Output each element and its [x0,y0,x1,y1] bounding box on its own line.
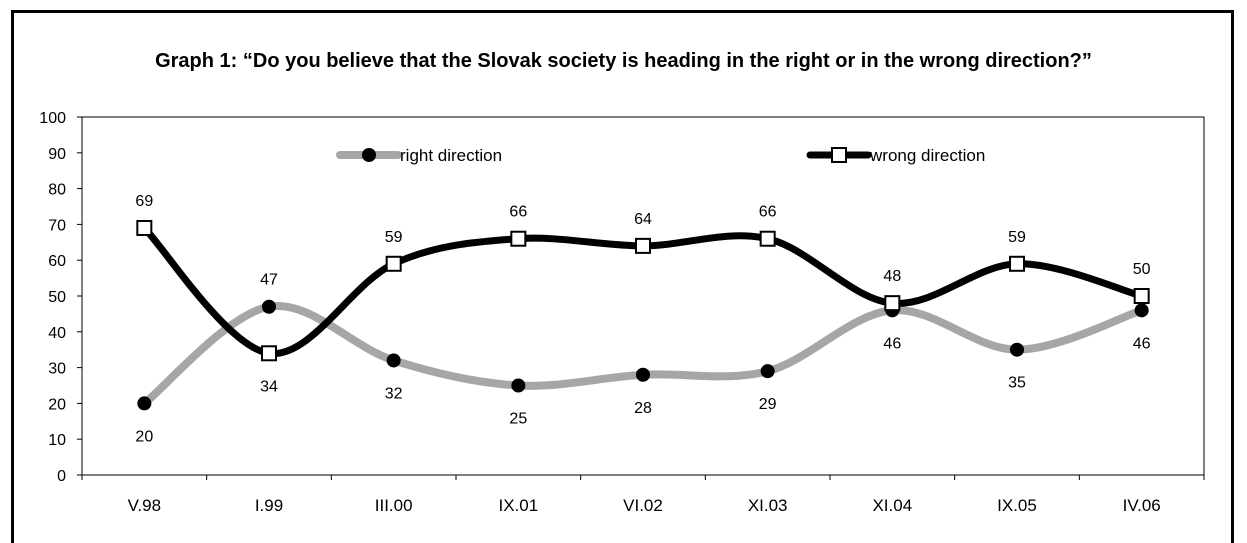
y-tick-label: 30 [48,361,66,378]
wrong-direction-marker [884,295,901,312]
axes: 0 10 20 30 40 50 60 70 80 90 100 V.98 I.99 III.00 IX.0… [39,110,1205,515]
x-tick-label: IX.01 [498,496,538,515]
right-direction-marker [262,299,276,314]
wrong-direction-marker [1009,255,1025,272]
x-tick-label: VI.02 [623,496,663,515]
y-tick-label: 50 [48,289,66,306]
wrong-direction-data-label: 59 [1008,229,1026,246]
right-direction-data-label: 32 [385,385,403,402]
x-tick-label: V.98 [128,496,161,515]
right-direction-marker [386,353,401,368]
right-direction-marker [511,378,526,393]
x-tick-label: XI.03 [748,496,788,515]
wrong-direction-data-label: 64 [634,211,652,228]
y-tick-label: 70 [48,217,66,234]
y-tick-label: 40 [48,325,66,342]
wrong-direction-marker [510,230,527,247]
right-direction-marker [137,396,152,411]
legend-wrong-direction-marker [831,147,847,163]
right-direction-data-label: 25 [509,411,527,428]
wrong-direction-data-label: 50 [1133,261,1151,278]
x-tick-label: IX.05 [997,496,1037,515]
chart-title: Graph 1: “Do you believe that the Slovak… [155,50,1092,72]
wrong-direction-data-label: 59 [385,229,403,246]
right-direction-data-label: 46 [883,335,901,352]
right-direction-data-label: 28 [634,400,652,417]
wrong-direction-data-label: 69 [135,193,153,210]
x-tick-label: XI.04 [872,496,912,515]
right-direction-data-label: 47 [260,272,278,289]
right-direction-marker [1134,303,1149,318]
wrong-direction-data-label: 34 [260,378,278,395]
x-tick-label: III.00 [375,496,413,515]
x-tick-label: I.99 [255,496,283,515]
x-tick-label: IV.06 [1123,496,1161,515]
series-markers [136,219,1150,411]
right-direction-marker [760,364,775,379]
legend: right direction wrong direction [336,146,985,165]
wrong-direction-data-label: 66 [759,204,777,221]
wrong-direction-data-label: 66 [509,204,527,221]
y-tick-label: 10 [48,432,66,449]
wrong-direction-data-label: 48 [883,268,901,285]
wrong-direction-marker [385,255,402,272]
wrong-direction-marker [635,237,651,254]
right-direction-data-label: 20 [135,428,153,445]
right-direction-data-label: 35 [1008,375,1026,392]
y-tick-label: 0 [57,468,66,485]
wrong-direction-marker [759,230,776,247]
wrong-direction-marker [136,219,153,236]
y-tick-label: 80 [48,182,66,199]
plot-area [81,116,1205,476]
right-direction-marker [1010,342,1024,357]
wrong-direction-marker [261,345,277,362]
right-direction-data-label: 29 [759,396,777,413]
right-direction-line [140,302,1146,408]
legend-right-direction-label: right direction [400,146,502,165]
y-tick-label: 20 [48,396,66,413]
wrong-direction-marker [1133,288,1150,304]
y-tick-label: 90 [48,146,66,163]
y-tick-label: 60 [48,253,66,270]
right-direction-marker [636,367,650,382]
legend-wrong-direction-label: wrong direction [869,146,985,165]
right-direction-data-label: 46 [1133,335,1151,352]
y-tick-label: 100 [39,110,66,127]
legend-right-direction-marker [362,148,376,162]
data-labels: 20 47 32 25 28 29 46 35 46 69 34 59 66 64 66 48 59 50 [135,193,1150,445]
chart-frame [11,10,1234,543]
